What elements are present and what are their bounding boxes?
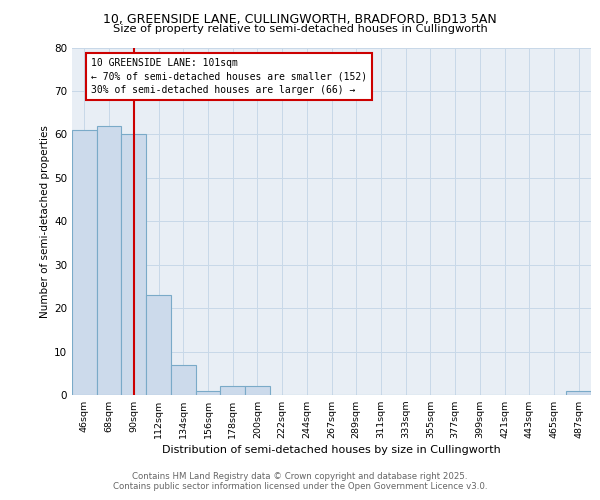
Text: Size of property relative to semi-detached houses in Cullingworth: Size of property relative to semi-detach… — [113, 24, 487, 34]
Text: 10 GREENSIDE LANE: 101sqm
← 70% of semi-detached houses are smaller (152)
30% of: 10 GREENSIDE LANE: 101sqm ← 70% of semi-… — [91, 58, 367, 95]
Bar — [245, 386, 270, 395]
Text: Contains HM Land Registry data © Crown copyright and database right 2025.
Contai: Contains HM Land Registry data © Crown c… — [113, 472, 487, 491]
Bar — [97, 126, 121, 395]
Bar — [121, 134, 146, 395]
Bar — [566, 390, 591, 395]
Bar — [146, 295, 171, 395]
X-axis label: Distribution of semi-detached houses by size in Cullingworth: Distribution of semi-detached houses by … — [162, 446, 501, 456]
Y-axis label: Number of semi-detached properties: Number of semi-detached properties — [40, 125, 50, 318]
Text: 10, GREENSIDE LANE, CULLINGWORTH, BRADFORD, BD13 5AN: 10, GREENSIDE LANE, CULLINGWORTH, BRADFO… — [103, 12, 497, 26]
Bar — [196, 390, 220, 395]
Bar — [220, 386, 245, 395]
Bar — [72, 130, 97, 395]
Bar — [171, 364, 196, 395]
